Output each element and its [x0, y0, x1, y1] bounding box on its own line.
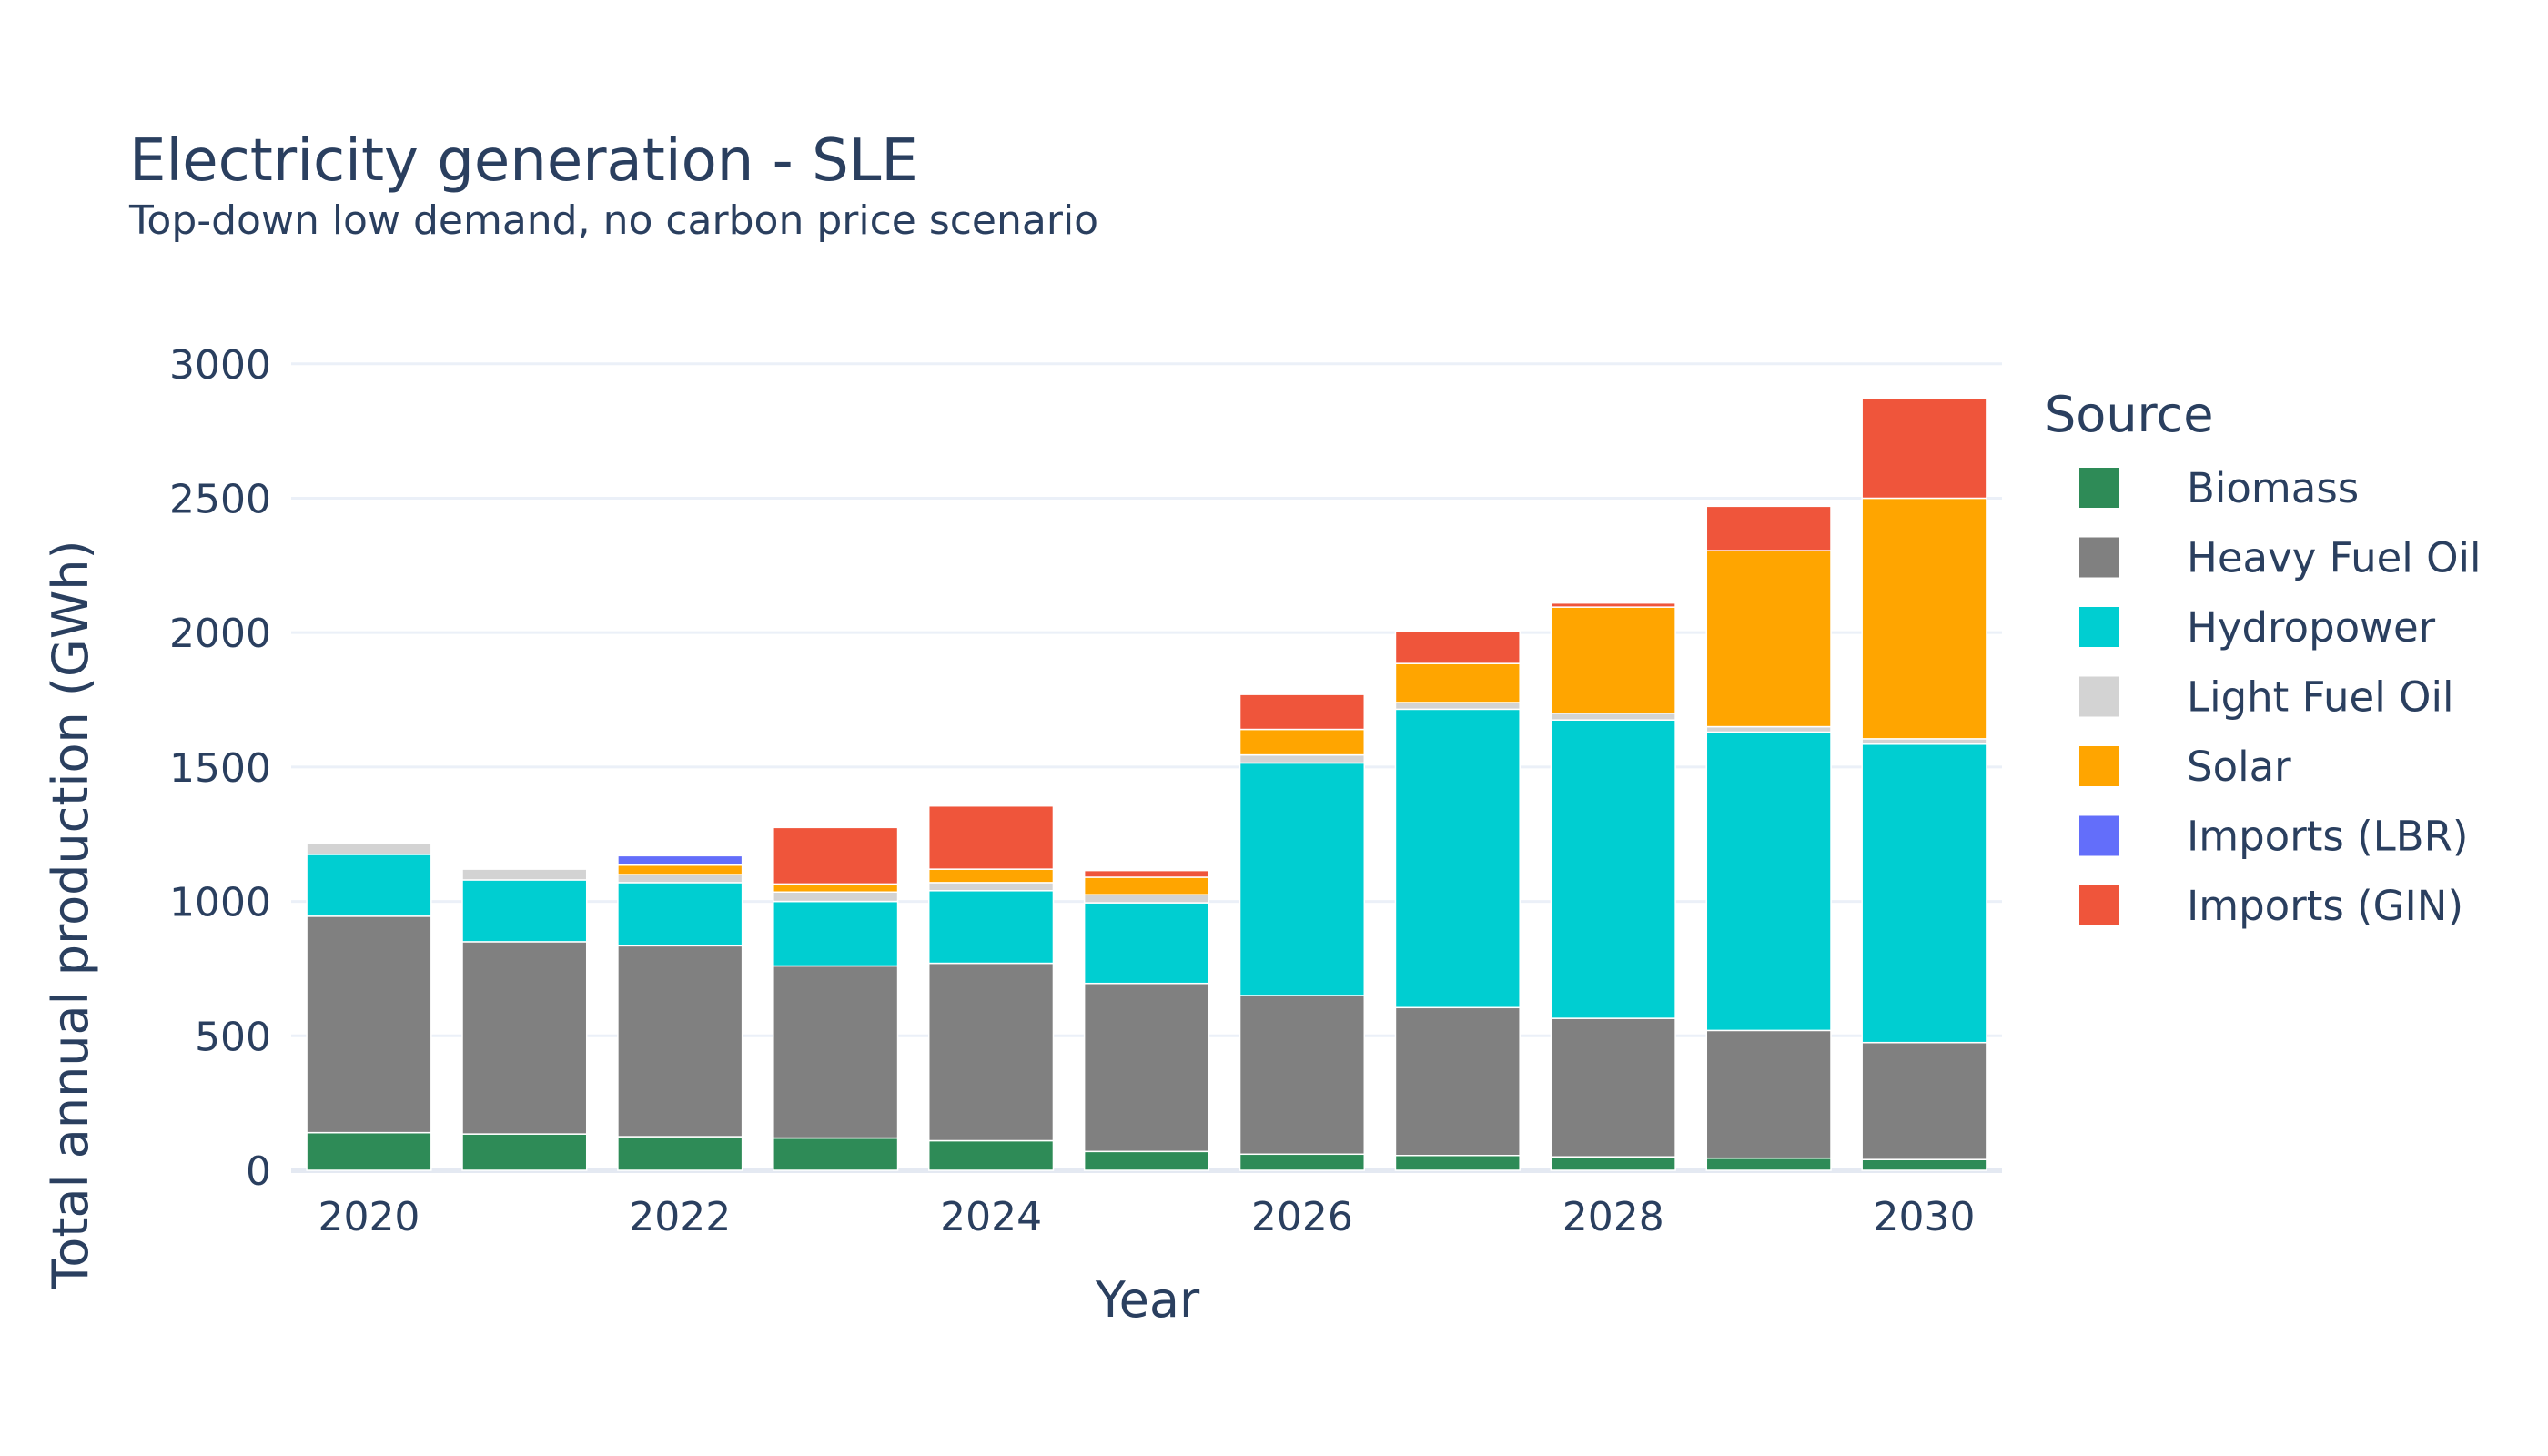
bar-segment [1861, 1041, 1987, 1160]
bar-segment [461, 1133, 588, 1171]
bar-segment [927, 882, 1055, 892]
bar-segment [1550, 1017, 1676, 1158]
bar-segment [1239, 762, 1366, 996]
legend-swatch [2079, 815, 2119, 856]
bar-segment [1705, 550, 1832, 728]
bar-segment [1705, 731, 1832, 1032]
x-tick-label: 2026 [1251, 1194, 1353, 1240]
legend-swatch [2079, 607, 2119, 647]
legend-title: Source [2045, 386, 2213, 443]
bar-segment [1394, 702, 1521, 711]
bar-segment [1083, 876, 1210, 895]
x-tick-label: 2020 [318, 1194, 420, 1240]
bar-segment [773, 891, 899, 903]
legend-swatch [2079, 746, 2119, 786]
bar-segment [1394, 630, 1521, 664]
bar-segment [1705, 505, 1832, 551]
legend-label: Light Fuel Oil [2187, 673, 2453, 722]
bar-segment [1239, 693, 1366, 731]
bar-segment [1861, 1158, 1987, 1171]
bar-segment [1239, 995, 1366, 1156]
bar-segment [773, 883, 899, 894]
bar-segment [1550, 606, 1676, 714]
legend-swatch [2079, 468, 2119, 508]
bar-segment [1083, 982, 1210, 1153]
bar-segment [1550, 719, 1676, 1019]
x-tick-label: 2028 [1562, 1194, 1664, 1240]
y-axis-label: Total annual production (GWh) [42, 540, 99, 1289]
legend-label: Biomass [2187, 464, 2359, 512]
bar-segment [1861, 743, 1987, 1044]
legend-swatch [2079, 537, 2119, 578]
bar-segment [927, 868, 1055, 884]
y-tick-label: 0 [246, 1148, 271, 1195]
x-tick-label: 2024 [940, 1194, 1042, 1240]
legend: Source Biomass Heavy Fuel Oil Hydropower Li… [2045, 386, 2482, 930]
legend-label: Imports (GIN) [2187, 882, 2463, 930]
bar-segment [461, 941, 588, 1135]
bar-segment [617, 864, 743, 875]
bar-segment [773, 1137, 899, 1171]
bar-segment [1394, 1006, 1521, 1157]
bar-segment [1861, 398, 1987, 500]
bar-segment [306, 1131, 432, 1171]
bar-segment [1083, 894, 1210, 904]
x-axis-label: Year [1095, 1271, 1200, 1329]
bar-segment [1550, 602, 1676, 608]
bar-segment [461, 879, 588, 943]
bar-segment [773, 826, 899, 885]
bar-segment [306, 854, 432, 917]
legend-label: Imports (LBR) [2187, 813, 2468, 861]
bar-segment [1083, 902, 1210, 985]
y-tick-label: 1000 [169, 880, 271, 926]
bar-segment [927, 962, 1055, 1142]
bar-segment [1083, 869, 1210, 878]
bars [306, 398, 1987, 1171]
bar-segment [1394, 1155, 1521, 1171]
y-tick-label: 500 [195, 1014, 271, 1060]
bar-segment [617, 1136, 743, 1171]
bar-segment [1550, 713, 1676, 721]
bar-segment [927, 804, 1055, 870]
legend-label: Hydropower [2187, 603, 2436, 652]
bar-segment [1239, 753, 1366, 764]
bar-segment [1861, 738, 1987, 745]
bar-segment [617, 874, 743, 884]
y-tick-label: 2500 [169, 476, 271, 522]
bar-segment [306, 915, 432, 1134]
bar-segment [1705, 1029, 1832, 1159]
chart-subtitle: Top-down low demand, no carbon price sce… [128, 197, 1098, 244]
x-tick-label: 2022 [629, 1194, 731, 1240]
bar-segment [461, 868, 588, 881]
bar-segment [927, 890, 1055, 965]
bar-segment [773, 900, 899, 967]
bar-segment [617, 945, 743, 1138]
bar-segment [1239, 728, 1366, 756]
bar-segment [617, 854, 743, 866]
legend-label: Solar [2187, 743, 2291, 791]
bar-segment [1705, 725, 1832, 733]
bar-segment [1083, 1150, 1210, 1171]
bar-segment [1394, 708, 1521, 1009]
legend-label: Heavy Fuel Oil [2187, 534, 2482, 582]
bar-segment [1239, 1153, 1366, 1171]
bar-segment [773, 965, 899, 1139]
y-axis-ticks: 0 500 1000 1500 2000 2500 3000 [169, 342, 271, 1195]
legend-swatch [2079, 676, 2119, 717]
x-axis-ticks: 2020 2022 2024 2026 2028 2030 [318, 1194, 1975, 1240]
bar-segment [617, 882, 743, 947]
bar-segment [1861, 497, 1987, 740]
bar-segment [1705, 1157, 1832, 1171]
bar-segment [927, 1139, 1055, 1171]
y-tick-label: 2000 [169, 611, 271, 657]
bar-segment [1394, 662, 1521, 703]
x-tick-label: 2030 [1874, 1194, 1976, 1240]
y-tick-label: 1500 [169, 745, 271, 792]
bar-segment [1550, 1156, 1676, 1171]
legend-swatch [2079, 885, 2119, 925]
bar-segment [306, 843, 432, 855]
chart-title: Electricity generation - SLE [129, 127, 918, 195]
y-tick-label: 3000 [169, 342, 271, 389]
